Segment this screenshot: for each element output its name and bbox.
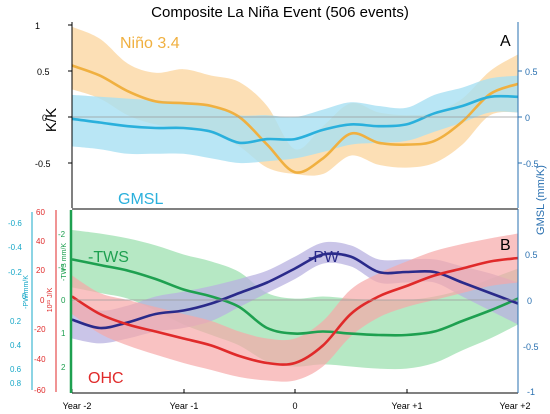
gmsl-right-axis-label: GMSL (mm/K): [535, 165, 547, 235]
panel-b-label: B: [500, 237, 511, 254]
pw-tick: 0: [22, 292, 27, 301]
panel-a-right-tick: -0.5: [523, 159, 539, 169]
ohc-tick: -20: [34, 325, 46, 334]
pw-tick: 0.8: [10, 379, 22, 388]
ohc-axis-ticks: 60 40 20 0 -20 -40 -60: [34, 208, 46, 395]
gmsl-series-label: GMSL: [118, 191, 163, 208]
tws-tick: 0: [61, 296, 66, 305]
tws-series-label: -TWS: [88, 249, 129, 266]
ohc-axis-label: 10²¹ J/K: [47, 287, 54, 312]
ohc-line: [71, 256, 519, 366]
pw-tick: 0.6: [10, 365, 22, 374]
gmsl-band: [72, 75, 518, 164]
x-tick-label: Year -1: [170, 401, 199, 411]
panel-b-right-tick: 0: [527, 296, 532, 306]
tws-tick: -1: [58, 263, 66, 272]
panel-a-ytick: -0.5: [35, 159, 51, 169]
ohc-tick: 20: [36, 266, 45, 275]
x-tick-label: Year +1: [392, 401, 423, 411]
panel-b-right-ticks: 0.5 0 -0.5 -1: [523, 250, 539, 397]
tws-line: [71, 258, 519, 337]
panel-b-right-tick: -0.5: [523, 342, 539, 352]
pw-tick: -0.2: [8, 268, 22, 277]
nino-series-label: Niño 3.4: [120, 35, 180, 52]
panel-a: Niño 3.4 GMSL A 1 0.5 0 -0.5 K/K 0.5 0 -…: [35, 21, 539, 208]
panel-a-plot: [71, 26, 519, 176]
panel-a-right-ticks: 0.5 0 -0.5: [518, 67, 539, 169]
ohc-tick: 60: [36, 208, 45, 217]
tws-axis-ticks: -2 -1 0 1 2: [58, 230, 66, 372]
panel-b: -TWS -PW OHC B Year -2 Year -1 0 Year +1…: [8, 208, 539, 411]
ohc-tick: -60: [34, 386, 46, 395]
ohc-tick: 40: [36, 237, 45, 246]
pw-tick: 0.2: [10, 317, 22, 326]
panel-b-plot: [71, 230, 519, 382]
tws-axis-label: -TWS mm/K: [61, 243, 68, 281]
x-tick-label: Year -2: [63, 401, 92, 411]
tws-tick: 1: [61, 329, 66, 338]
panel-a-ytick: 0.5: [37, 67, 50, 77]
panel-b-right-tick: 0.5: [525, 250, 538, 260]
tws-tick: 2: [61, 363, 66, 372]
ohc-band: [72, 233, 518, 382]
gmsl-line: [71, 94, 519, 145]
panel-a-right-tick: 0.5: [525, 67, 538, 77]
panel-a-label: A: [500, 33, 511, 50]
ohc-tick: -40: [34, 355, 46, 364]
panel-a-ytick: 1: [35, 21, 40, 31]
chart-title: Composite La Niña Event (506 events): [151, 4, 409, 21]
nino-line: [71, 64, 519, 174]
pw-tick: -0.4: [8, 243, 22, 252]
pw-axis-label: -PW/mm/K: [23, 275, 30, 309]
ohc-tick: 0: [40, 296, 45, 305]
panel-a-right-tick: 0: [525, 113, 530, 123]
pw-series-label: -PW: [308, 249, 340, 266]
panel-a-ylabel: K/K: [43, 108, 60, 132]
panel-a-ytick: 0: [42, 113, 47, 123]
pw-axis-ticks: -0.6 -0.4 -0.2 0 0.2 0.4 0.6 0.8: [8, 219, 27, 388]
panel-b-right-tick: -1: [527, 387, 535, 397]
panel-a-left-ticks: 1 0.5 0 -0.5: [35, 21, 72, 169]
ohc-series-label: OHC: [88, 370, 124, 387]
tws-tick: -2: [58, 230, 66, 239]
pw-tick: -0.6: [8, 219, 22, 228]
x-tick-label: Year +2: [500, 401, 531, 411]
pw-tick: 0.4: [10, 341, 22, 350]
x-tick-label: 0: [292, 401, 297, 411]
